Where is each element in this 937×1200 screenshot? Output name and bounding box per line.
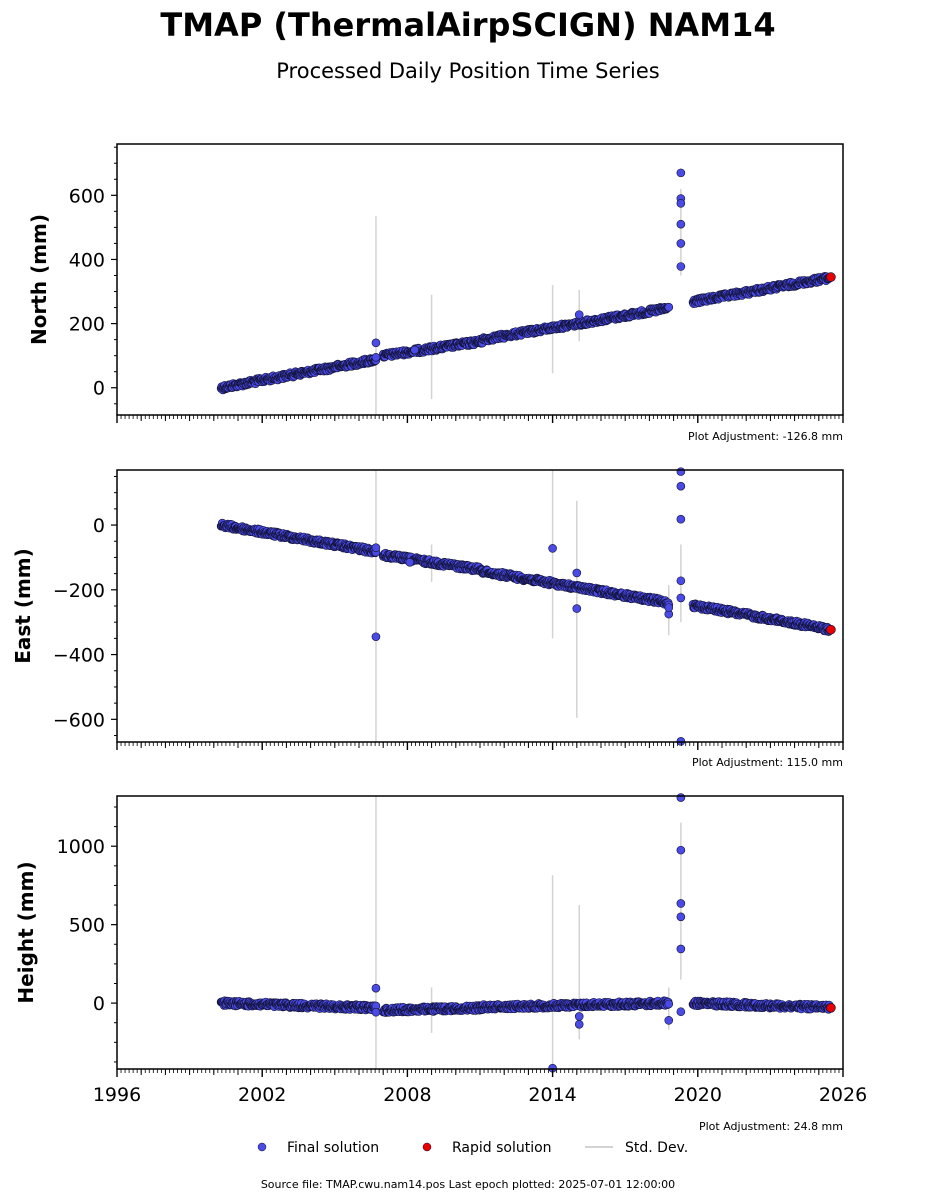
- final-solution-point: [574, 310, 584, 319]
- final-solution-point: [676, 481, 686, 491]
- legend-std-label: Std. Dev.: [625, 1140, 688, 1156]
- final-solution-point: [664, 999, 674, 1009]
- final-solution-point: [371, 352, 381, 362]
- plot-adjustment-label: Plot Adjustment: -126.8 mm: [688, 430, 843, 443]
- y-tick-label: 0: [93, 378, 105, 400]
- legend: Final solution Rapid solution Std. Dev.: [257, 1140, 688, 1156]
- final-solution-points: [216, 467, 835, 746]
- y-axis-title: North (mm): [27, 214, 51, 345]
- final-solution-point: [371, 632, 381, 642]
- final-solution-point: [410, 345, 419, 355]
- plot-adjustment-label: Plot Adjustment: 24.8 mm: [699, 1120, 843, 1133]
- final-solution-point: [676, 899, 686, 908]
- x-tick-label: 2014: [528, 1084, 576, 1106]
- final-solution-point: [572, 568, 582, 578]
- figure-subtitle: Processed Daily Position Time Series: [276, 59, 660, 83]
- x-tick-label: 2020: [674, 1084, 722, 1106]
- x-tick-label: 1996: [93, 1084, 141, 1106]
- final-solution-point: [676, 199, 686, 208]
- y-tick-label: 200: [69, 314, 105, 336]
- final-solution-point: [676, 912, 686, 922]
- final-solution-point: [574, 1012, 584, 1021]
- std-dev-bars: [375, 796, 682, 1069]
- final-solution-point: [548, 544, 557, 553]
- legend-rapid-label: Rapid solution: [452, 1140, 552, 1156]
- panel-3: 0 500 1000 1996 2002 2008 2014 2020 2026 Height (…: [14, 793, 867, 1133]
- final-solution-point: [371, 983, 381, 993]
- figure-title: TMAP (ThermalAirpSCIGN) NAM14: [160, 6, 775, 44]
- final-solution-point: [664, 1016, 674, 1025]
- std-dev-bars: [375, 470, 682, 742]
- final-solution-point: [676, 593, 686, 603]
- rapid-solution-point: [826, 272, 836, 282]
- y-tick-label: 1000: [57, 836, 105, 858]
- plot-adjustment-label: Plot Adjustment: 115.0 mm: [692, 756, 843, 769]
- final-solution-point: [371, 338, 381, 348]
- final-solution-point: [676, 514, 686, 524]
- plot-frame: [116, 469, 844, 743]
- panel-2: −600 −400 −200 0 East (mm) Plot Adjustment: 1…: [11, 467, 844, 769]
- final-solution-point: [676, 467, 686, 476]
- legend-final-marker: [257, 1142, 267, 1152]
- legend-rapid-marker: [422, 1142, 432, 1152]
- final-solution-point: [676, 944, 686, 954]
- std-dev-bars: [375, 188, 682, 415]
- x-tick-label: 2008: [383, 1084, 431, 1106]
- panels-group: 0 200 400 600 North (mm) Plot Adjustment: -12…: [11, 143, 867, 1133]
- y-tick-label: −600: [53, 709, 105, 731]
- rapid-solution-point: [826, 624, 836, 635]
- x-tick-label: 2002: [238, 1084, 286, 1106]
- x-tick-label: 2026: [819, 1084, 867, 1106]
- final-solution-point: [676, 576, 686, 586]
- final-solution-point: [676, 1007, 686, 1017]
- final-solution-point: [676, 219, 686, 229]
- y-tick-label: 0: [93, 993, 105, 1015]
- panel-1: 0 200 400 600 North (mm) Plot Adjustment: -12…: [27, 143, 844, 443]
- final-solution-point: [676, 262, 686, 271]
- y-axis-title: Height (mm): [14, 861, 38, 1003]
- plot-frame: [116, 795, 844, 1070]
- final-solution-point: [572, 604, 582, 613]
- final-solution-point: [371, 1007, 381, 1017]
- final-solution-point: [405, 557, 415, 567]
- final-solution-point: [574, 1019, 584, 1029]
- final-solution-point: [676, 845, 686, 855]
- final-solution-point: [676, 793, 686, 802]
- y-tick-label: −200: [53, 580, 105, 602]
- y-tick-label: 0: [93, 515, 105, 537]
- final-solution-point: [676, 168, 686, 178]
- source-footer: Source file: TMAP.cwu.nam14.pos Last epo…: [261, 1178, 675, 1191]
- final-solution-point: [371, 543, 381, 553]
- final-solution-point: [664, 302, 674, 312]
- final-solution-points: [216, 793, 835, 1073]
- y-tick-label: −400: [53, 645, 105, 667]
- final-solution-point: [676, 239, 686, 248]
- y-tick-label: 400: [69, 249, 105, 271]
- final-solution-point: [664, 603, 674, 612]
- rapid-solution-point: [826, 1003, 836, 1013]
- final-solution-points: [216, 168, 835, 395]
- plot-frame: [116, 143, 844, 416]
- y-axis-title: East (mm): [11, 548, 35, 664]
- legend-final-label: Final solution: [287, 1140, 379, 1156]
- y-tick-label: 500: [69, 915, 105, 937]
- y-tick-label: 600: [69, 185, 105, 207]
